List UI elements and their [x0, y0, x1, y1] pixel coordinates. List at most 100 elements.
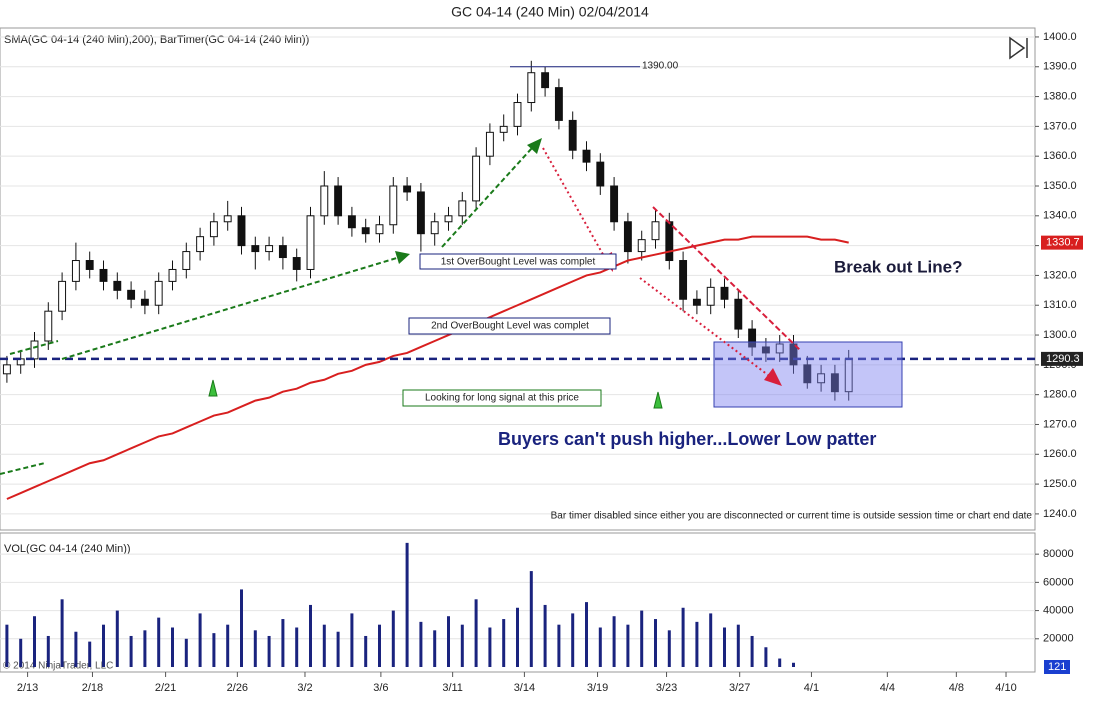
candle-body: [237, 215, 246, 247]
candle-body: [637, 239, 646, 253]
x-tick-label: 2/26: [227, 682, 248, 694]
volume-bar: [723, 627, 726, 667]
indicator-label: SMA(GC 04-14 (240 Min),200), BarTimer(GC…: [4, 34, 309, 46]
last-price-box: [1041, 351, 1083, 366]
candle-body: [168, 268, 177, 282]
x-tick-label: 2/18: [82, 682, 103, 694]
x-tick-label: 4/8: [949, 682, 964, 694]
candle-body: [761, 346, 770, 354]
y-tick-label: 1380.0: [1043, 90, 1077, 102]
candle-body: [692, 298, 701, 306]
y-tick-label: 1310.0: [1043, 299, 1077, 311]
y-tick-label: 1320.0: [1043, 269, 1077, 281]
candle-body: [789, 343, 798, 366]
volume-bar: [502, 619, 506, 667]
chart-title: GC 04-14 (240 Min) 02/04/2014: [451, 4, 649, 20]
candle-body: [527, 72, 536, 104]
candle-body: [430, 221, 439, 235]
annotation: Bar timer disabled since either you are …: [551, 511, 1033, 522]
candle-body: [223, 215, 232, 223]
candle-body: [720, 286, 729, 300]
volume-bar: [157, 617, 161, 667]
x-tick-label: 2/21: [155, 682, 176, 694]
x-tick-label: 3/14: [514, 682, 535, 694]
volume-bar: [226, 624, 230, 667]
candle-body: [251, 245, 260, 253]
candle-body: [582, 149, 591, 163]
candle-body: [817, 373, 826, 384]
volume-bar: [281, 619, 285, 667]
candle-body: [30, 340, 39, 360]
x-tick-label: 4/10: [995, 682, 1016, 694]
volume-bar: [405, 542, 409, 667]
annotation-box: [402, 389, 602, 407]
candle-body: [444, 215, 453, 223]
volume-bar: [378, 624, 381, 667]
arrow-head: [395, 251, 410, 264]
y-tick-label: 20000: [1043, 633, 1074, 645]
volume-bar: [5, 624, 9, 667]
candle-body: [472, 155, 481, 202]
volume-bar: [598, 627, 602, 667]
x-tick-label: 3/23: [656, 682, 677, 694]
candle-body: [306, 215, 315, 270]
candle-body: [265, 245, 274, 253]
volume-bar: [681, 607, 685, 667]
volume-bar: [667, 630, 671, 667]
y-tick-label: 1280.0: [1043, 389, 1077, 401]
candle-body: [830, 373, 839, 393]
candle-body: [85, 260, 94, 270]
candle-body: [99, 268, 108, 282]
volume-bar: [764, 647, 768, 667]
candle-body: [361, 227, 370, 235]
y-tick-label: 1300.0: [1043, 329, 1077, 341]
volume-bar: [19, 638, 23, 667]
candle-body: [458, 200, 467, 217]
volume-bar: [736, 624, 740, 667]
candle-body: [375, 224, 384, 235]
volume-bar: [212, 633, 216, 667]
volume-bar: [74, 631, 78, 667]
volume-bar: [626, 624, 630, 667]
volume-bar: [60, 599, 64, 667]
annotation-box: [408, 317, 611, 335]
volume-bar: [792, 662, 795, 667]
candle-body: [499, 125, 508, 133]
volume-bar: [309, 604, 312, 667]
volume-bar: [88, 641, 92, 667]
y-tick-label: 60000: [1043, 576, 1074, 588]
annotation-box: [419, 253, 617, 270]
annotation: 1st OverBought Level was complet: [441, 257, 596, 268]
candle-body: [389, 185, 398, 226]
candle-body: [334, 185, 343, 217]
candle-body: [113, 280, 122, 291]
x-tick-label: 2/13: [17, 682, 38, 694]
candle-body: [665, 221, 674, 262]
volume-bar: [778, 658, 782, 667]
volume-last-label: 121: [1048, 661, 1066, 673]
candle-body: [196, 236, 205, 253]
y-tick-label: 1390.0: [1043, 61, 1077, 73]
volume-bar: [460, 624, 464, 667]
consolidation-box: [713, 341, 903, 408]
sma-price-label: 1330.7: [1046, 237, 1080, 249]
volume-bar: [529, 571, 533, 667]
x-tick-label: 3/6: [373, 682, 388, 694]
copyright: © 2014 NinjaTrader, LLC: [3, 661, 113, 672]
y-tick-label: 1350.0: [1043, 180, 1077, 192]
y-tick-label: 1360.0: [1043, 150, 1077, 162]
x-tick-label: 4/1: [804, 682, 819, 694]
y-tick-label: 1370.0: [1043, 120, 1077, 132]
up-signal: [653, 391, 663, 409]
up-signal: [208, 379, 218, 397]
volume-bar: [612, 616, 616, 667]
play-icon[interactable]: [1009, 36, 1028, 60]
candle-body: [734, 298, 743, 330]
y-tick-label: 1250.0: [1043, 478, 1077, 490]
volume-bar: [336, 631, 340, 667]
candle-body: [541, 72, 550, 89]
volume-bar: [571, 613, 575, 667]
candle-body: [416, 191, 425, 235]
candle-body: [610, 185, 619, 223]
volume-bar: [102, 624, 105, 667]
